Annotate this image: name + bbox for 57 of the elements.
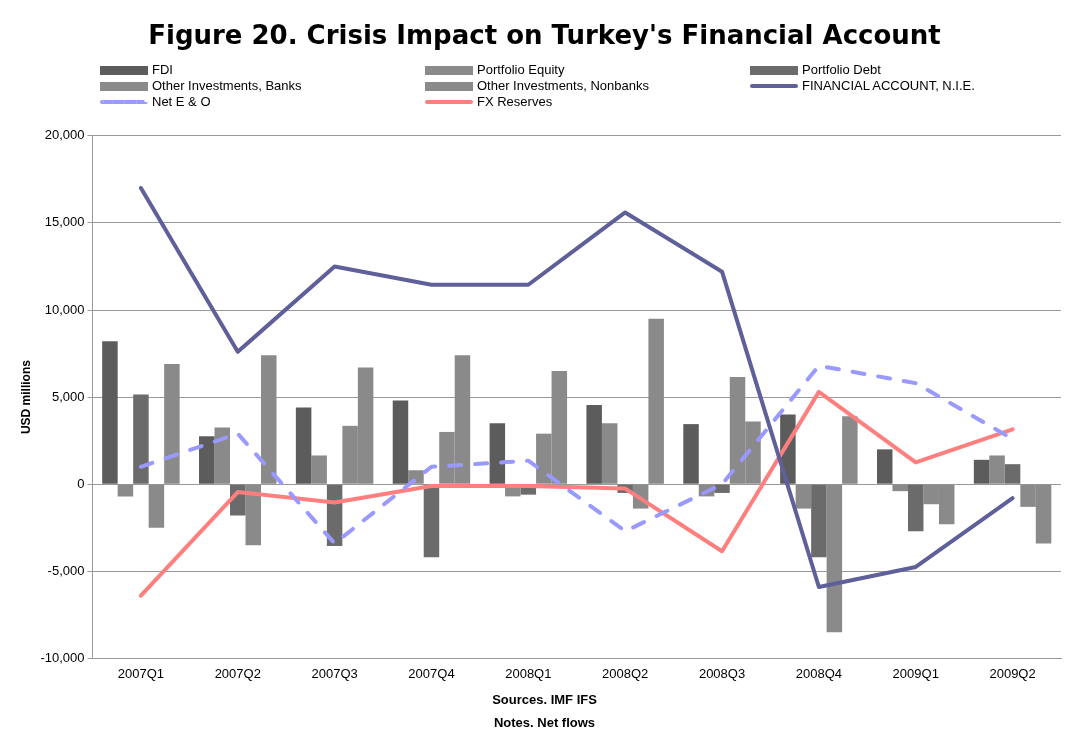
bar	[199, 436, 215, 484]
y-tick-label: -10,000	[40, 649, 85, 665]
legend-label: Other Investments, Banks	[152, 78, 302, 94]
legend-label: Net E & O	[152, 94, 211, 110]
y-tick-label: 15,000	[44, 214, 85, 230]
legend-label: FX Reserves	[477, 94, 553, 110]
bar	[795, 484, 812, 509]
bar	[811, 484, 827, 558]
y-tick-label: 5,000	[51, 388, 85, 404]
y-tick-label: 20,000	[44, 127, 85, 143]
bar	[989, 455, 1005, 484]
legend-label: Portfolio Debt	[802, 62, 881, 78]
source-note: Sources. IMF IFS	[491, 691, 598, 709]
legend-label: FDI	[152, 62, 173, 78]
bar	[102, 341, 118, 484]
y-tick-label: -5,000	[47, 562, 85, 578]
bar	[973, 459, 990, 484]
bar	[876, 449, 893, 484]
bar	[261, 355, 277, 484]
bar	[117, 484, 134, 497]
legend-label: FINANCIAL ACCOUNT, N.I.E.	[802, 78, 975, 94]
bar	[907, 484, 924, 532]
bar	[648, 318, 664, 484]
x-tick-label: 2009Q2	[989, 665, 1036, 681]
chart-title: Figure 20. Crisis Impact on Turkey's Financial Account	[147, 20, 942, 50]
legend-label: Portfolio Equity	[477, 62, 565, 78]
bar	[601, 423, 618, 484]
x-tick-label: 2007Q2	[214, 665, 261, 681]
bar	[489, 423, 506, 484]
bar	[892, 484, 908, 492]
bar	[826, 484, 843, 633]
bar	[1004, 464, 1021, 484]
bar	[392, 400, 409, 484]
y-tick-label: 0	[77, 475, 85, 491]
bar	[245, 484, 262, 546]
bar	[842, 416, 858, 484]
x-tick-label: 2008Q1	[505, 665, 552, 681]
bar	[214, 427, 231, 484]
bar	[133, 394, 149, 484]
y-axis-title: USD millions	[18, 359, 33, 435]
x-tick-label: 2008Q4	[795, 665, 843, 681]
text: Notes. Net flows	[492, 714, 597, 732]
bar	[295, 407, 312, 484]
bar	[714, 484, 730, 493]
x-tick-label: 2007Q3	[311, 665, 358, 681]
legend-label: Other Investments, Nonbanks	[477, 78, 649, 94]
bar	[311, 455, 327, 484]
bar	[586, 404, 602, 484]
bar	[148, 484, 165, 528]
bar	[683, 424, 699, 484]
x-tick-label: 2007Q1	[117, 665, 165, 681]
x-tick-label: 2008Q3	[698, 665, 746, 681]
x-tick-label: 2009Q1	[892, 665, 939, 681]
x-tick-label: 2007Q4	[408, 665, 455, 681]
x-tick-label: 2008Q2	[602, 665, 649, 681]
y-tick-label: 10,000	[44, 301, 85, 317]
bar	[164, 364, 180, 484]
